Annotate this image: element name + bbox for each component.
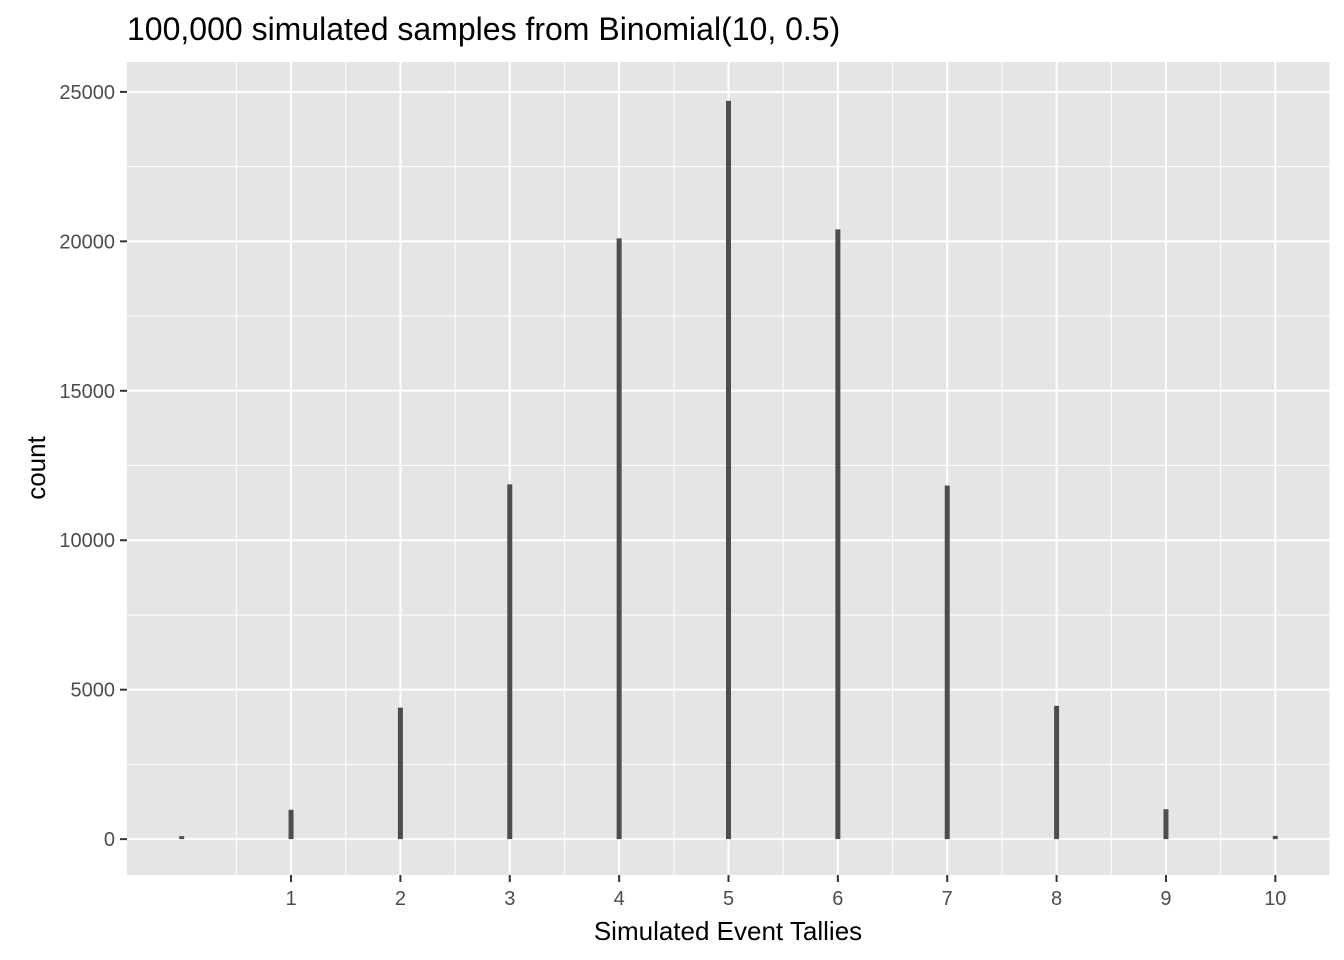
x-tick-label-9: 9 xyxy=(1160,888,1171,910)
y-tick-label-25000: 25000 xyxy=(59,82,115,104)
x-tick-label-5: 5 xyxy=(723,888,734,910)
x-tick-label-1: 1 xyxy=(285,888,296,910)
y-tick-label-5000: 5000 xyxy=(71,680,116,702)
bar-2 xyxy=(397,707,403,840)
bar-5 xyxy=(726,100,731,840)
chart-title: 100,000 simulated samples from Binomial(… xyxy=(127,11,840,47)
y-tick-label-10000: 10000 xyxy=(59,530,115,552)
bar-6 xyxy=(835,229,841,840)
bar-10 xyxy=(1272,835,1278,840)
x-tick-label-8: 8 xyxy=(1051,888,1062,910)
bar-9 xyxy=(1163,809,1169,840)
x-tick-label-6: 6 xyxy=(832,888,843,910)
bar-8 xyxy=(1054,705,1060,840)
x-tick-label-3: 3 xyxy=(504,888,515,910)
bar-0 xyxy=(179,836,185,840)
y-tick-label-0: 0 xyxy=(104,829,115,851)
bar-1 xyxy=(288,809,294,840)
x-tick-label-10: 10 xyxy=(1264,888,1286,910)
y-tick-label-15000: 15000 xyxy=(59,381,115,403)
y-axis: 0 5000 10000 15000 20000 25000 xyxy=(59,82,127,851)
x-axis-title: Simulated Event Tallies xyxy=(594,916,862,946)
x-tick-label-2: 2 xyxy=(395,888,406,910)
bar-3 xyxy=(507,484,513,840)
x-tick-label-7: 7 xyxy=(942,888,953,910)
bar-4 xyxy=(616,238,622,840)
x-axis: 1 2 3 4 5 6 7 8 9 10 xyxy=(285,875,1286,910)
bar-7 xyxy=(944,485,950,840)
bars xyxy=(179,100,1278,840)
x-tick-label-4: 4 xyxy=(614,888,625,910)
y-tick-label-20000: 20000 xyxy=(59,231,115,253)
y-axis-title: count xyxy=(21,435,51,499)
